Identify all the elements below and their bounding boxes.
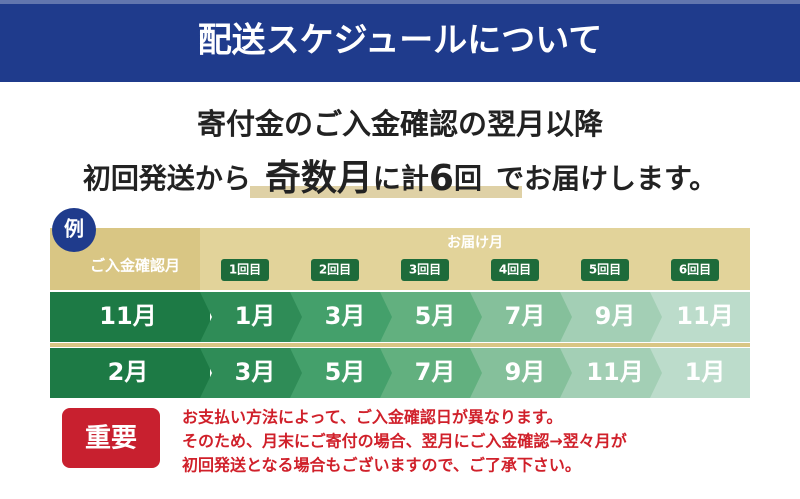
header-band	[0, 0, 800, 82]
intro-line: 寄付金のご入金確認の翌月以降	[197, 107, 604, 141]
month-cell	[470, 292, 574, 342]
month: 11月	[99, 302, 156, 330]
month: 9月	[505, 358, 546, 386]
month: 3月	[325, 302, 366, 330]
month: 2月	[108, 358, 149, 386]
column-label: 2回目	[319, 263, 351, 277]
notice-line: お支払い方法によって、ご入金確認日が異なります。	[182, 408, 562, 427]
column-group: お届け月	[447, 235, 503, 251]
month: 11月	[586, 358, 643, 386]
notice-line: そのため、月末にご寄付の場合、翌月にご入金確認→翌々月が	[182, 432, 627, 451]
month-cell	[200, 348, 304, 398]
month-cell	[380, 348, 484, 398]
intro-segment: 6	[429, 158, 454, 199]
month-cell	[50, 348, 210, 398]
month: 5月	[415, 302, 456, 330]
column-label: 3回目	[409, 263, 441, 277]
month: 1月	[235, 302, 276, 330]
column-label: 1回目	[229, 263, 261, 277]
month-cell	[50, 292, 210, 342]
month-cell	[290, 348, 394, 398]
month: 9月	[595, 302, 636, 330]
month-cell	[560, 348, 664, 398]
month: 1月	[685, 358, 726, 386]
intro-line: 初回発送から 奇数月に計6回 でお届けします。	[83, 158, 717, 199]
example-badge: 例	[64, 217, 84, 241]
intro-segment: 回	[454, 162, 482, 195]
month: 11月	[676, 302, 733, 330]
column-badge-box	[671, 259, 719, 281]
month: 7月	[505, 302, 546, 330]
month-cell	[200, 292, 304, 342]
highlight-underline	[250, 186, 522, 198]
intro-segment: 奇数月	[265, 158, 373, 199]
column-badge-box	[221, 259, 269, 281]
column-label: 4回目	[499, 263, 531, 277]
notice-line: 初回発送となる場合もございますので、ご了承下さい。	[182, 456, 581, 475]
month-cell	[290, 292, 394, 342]
month-cell	[560, 292, 664, 342]
column-badge-box	[401, 259, 449, 281]
notice-badge-box	[62, 408, 160, 468]
column-label: 5回目	[589, 263, 621, 277]
month-cell	[650, 348, 750, 398]
month: 7月	[415, 358, 456, 386]
intro-segment: でお届けします。	[496, 162, 717, 195]
row-header: ご入金確認月	[90, 257, 180, 275]
notice: お支払い方法によって、ご入金確認日が異なります。そのため、月末にご寄付の場合、翌…	[182, 408, 627, 475]
intro-segment: 初回発送から	[83, 162, 251, 195]
intro-segment: に計	[373, 162, 429, 195]
month: 3月	[235, 358, 276, 386]
header-edge	[0, 0, 800, 4]
column-badge-box	[581, 259, 629, 281]
notice-badge: 重要	[85, 424, 137, 454]
header-title: 配送スケジュールについて	[198, 21, 603, 61]
month-cell	[470, 348, 574, 398]
column-badge-box	[491, 259, 539, 281]
month-cell	[650, 292, 750, 342]
column-badge-box	[311, 259, 359, 281]
example-badge-circle	[52, 208, 96, 252]
column-label: 6回目	[679, 263, 711, 277]
month: 5月	[325, 358, 366, 386]
month-cell	[380, 292, 484, 342]
row-divider	[50, 343, 750, 347]
